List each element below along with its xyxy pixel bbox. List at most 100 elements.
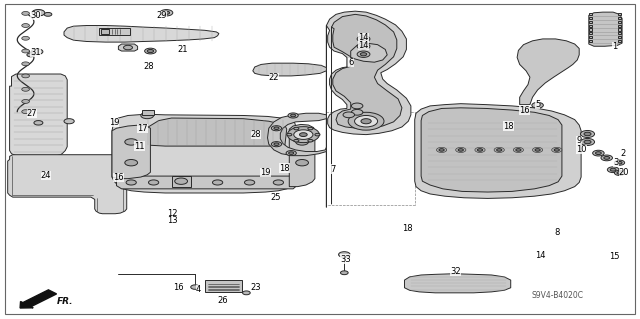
Polygon shape (404, 274, 511, 293)
Text: 8: 8 (554, 228, 559, 237)
Circle shape (614, 160, 625, 165)
Circle shape (554, 149, 559, 151)
Text: 3: 3 (613, 158, 618, 167)
Circle shape (296, 160, 308, 166)
Circle shape (22, 11, 29, 15)
Circle shape (456, 147, 466, 152)
Circle shape (477, 149, 483, 151)
Circle shape (580, 138, 595, 145)
Text: 33: 33 (340, 255, 351, 263)
Circle shape (148, 180, 159, 185)
Polygon shape (332, 14, 402, 204)
Polygon shape (421, 108, 562, 192)
Text: 14: 14 (536, 251, 546, 260)
Bar (589, 17, 592, 19)
Text: 2: 2 (621, 149, 626, 158)
Circle shape (22, 24, 29, 27)
Circle shape (458, 149, 463, 151)
Circle shape (291, 114, 296, 117)
Text: 18: 18 (402, 224, 412, 233)
Circle shape (584, 132, 591, 136)
Circle shape (32, 10, 45, 16)
Circle shape (308, 139, 313, 142)
Circle shape (22, 49, 29, 53)
Text: 18: 18 (503, 122, 513, 130)
Bar (589, 21, 592, 23)
Bar (618, 25, 621, 27)
Text: 4: 4 (196, 285, 201, 294)
Bar (589, 40, 592, 42)
Polygon shape (253, 63, 326, 76)
Circle shape (289, 152, 294, 154)
Circle shape (22, 100, 29, 103)
Circle shape (532, 147, 543, 152)
Text: 32: 32 (451, 267, 461, 276)
Circle shape (604, 157, 610, 159)
Circle shape (516, 149, 521, 151)
Circle shape (274, 127, 279, 130)
Text: S9V4-B4020C: S9V4-B4020C (531, 292, 583, 300)
Text: 5: 5 (535, 100, 540, 109)
Text: 6: 6 (348, 58, 353, 67)
Circle shape (64, 119, 74, 124)
Circle shape (160, 10, 173, 16)
Circle shape (360, 45, 367, 48)
Circle shape (552, 147, 562, 152)
Circle shape (357, 36, 370, 42)
Polygon shape (589, 12, 622, 46)
Circle shape (584, 140, 591, 144)
Circle shape (31, 49, 43, 55)
Circle shape (141, 112, 154, 119)
Polygon shape (351, 43, 387, 62)
Polygon shape (172, 176, 191, 187)
Polygon shape (116, 176, 296, 189)
Circle shape (177, 180, 188, 185)
Circle shape (244, 180, 255, 185)
Circle shape (611, 168, 616, 171)
Circle shape (593, 150, 604, 156)
Text: 1: 1 (612, 42, 617, 51)
Circle shape (601, 155, 612, 161)
Circle shape (300, 133, 307, 137)
Circle shape (348, 112, 384, 130)
Circle shape (436, 147, 447, 152)
Circle shape (271, 126, 282, 131)
Circle shape (287, 133, 292, 136)
Text: 19: 19 (109, 118, 119, 127)
Circle shape (343, 112, 355, 118)
Text: 27: 27 (27, 109, 37, 118)
Text: 23: 23 (251, 283, 261, 292)
Bar (589, 28, 592, 31)
Text: 14: 14 (358, 41, 369, 50)
Text: 16: 16 (520, 106, 530, 115)
Text: 10: 10 (576, 145, 586, 154)
Circle shape (22, 62, 29, 66)
Text: 19: 19 (260, 168, 271, 177)
Circle shape (125, 160, 138, 166)
Circle shape (294, 139, 299, 142)
Bar (618, 36, 621, 38)
Text: 24: 24 (41, 171, 51, 180)
Circle shape (580, 130, 595, 137)
Text: 12: 12 (168, 209, 178, 218)
Circle shape (27, 53, 35, 57)
Circle shape (22, 87, 29, 91)
Circle shape (274, 143, 279, 145)
Circle shape (22, 36, 29, 40)
Circle shape (475, 147, 485, 152)
Text: 9: 9 (577, 136, 582, 145)
Circle shape (33, 10, 44, 16)
Circle shape (294, 130, 313, 139)
Bar (589, 36, 592, 38)
Text: 21: 21 (177, 45, 188, 54)
Circle shape (614, 170, 625, 175)
Text: 31: 31 (31, 48, 41, 57)
Polygon shape (64, 26, 219, 42)
Text: 14: 14 (358, 33, 369, 42)
Circle shape (22, 74, 29, 78)
Text: 20: 20 (619, 168, 629, 177)
Circle shape (607, 167, 619, 173)
Bar (618, 32, 621, 34)
Circle shape (126, 180, 136, 185)
Polygon shape (8, 155, 127, 214)
